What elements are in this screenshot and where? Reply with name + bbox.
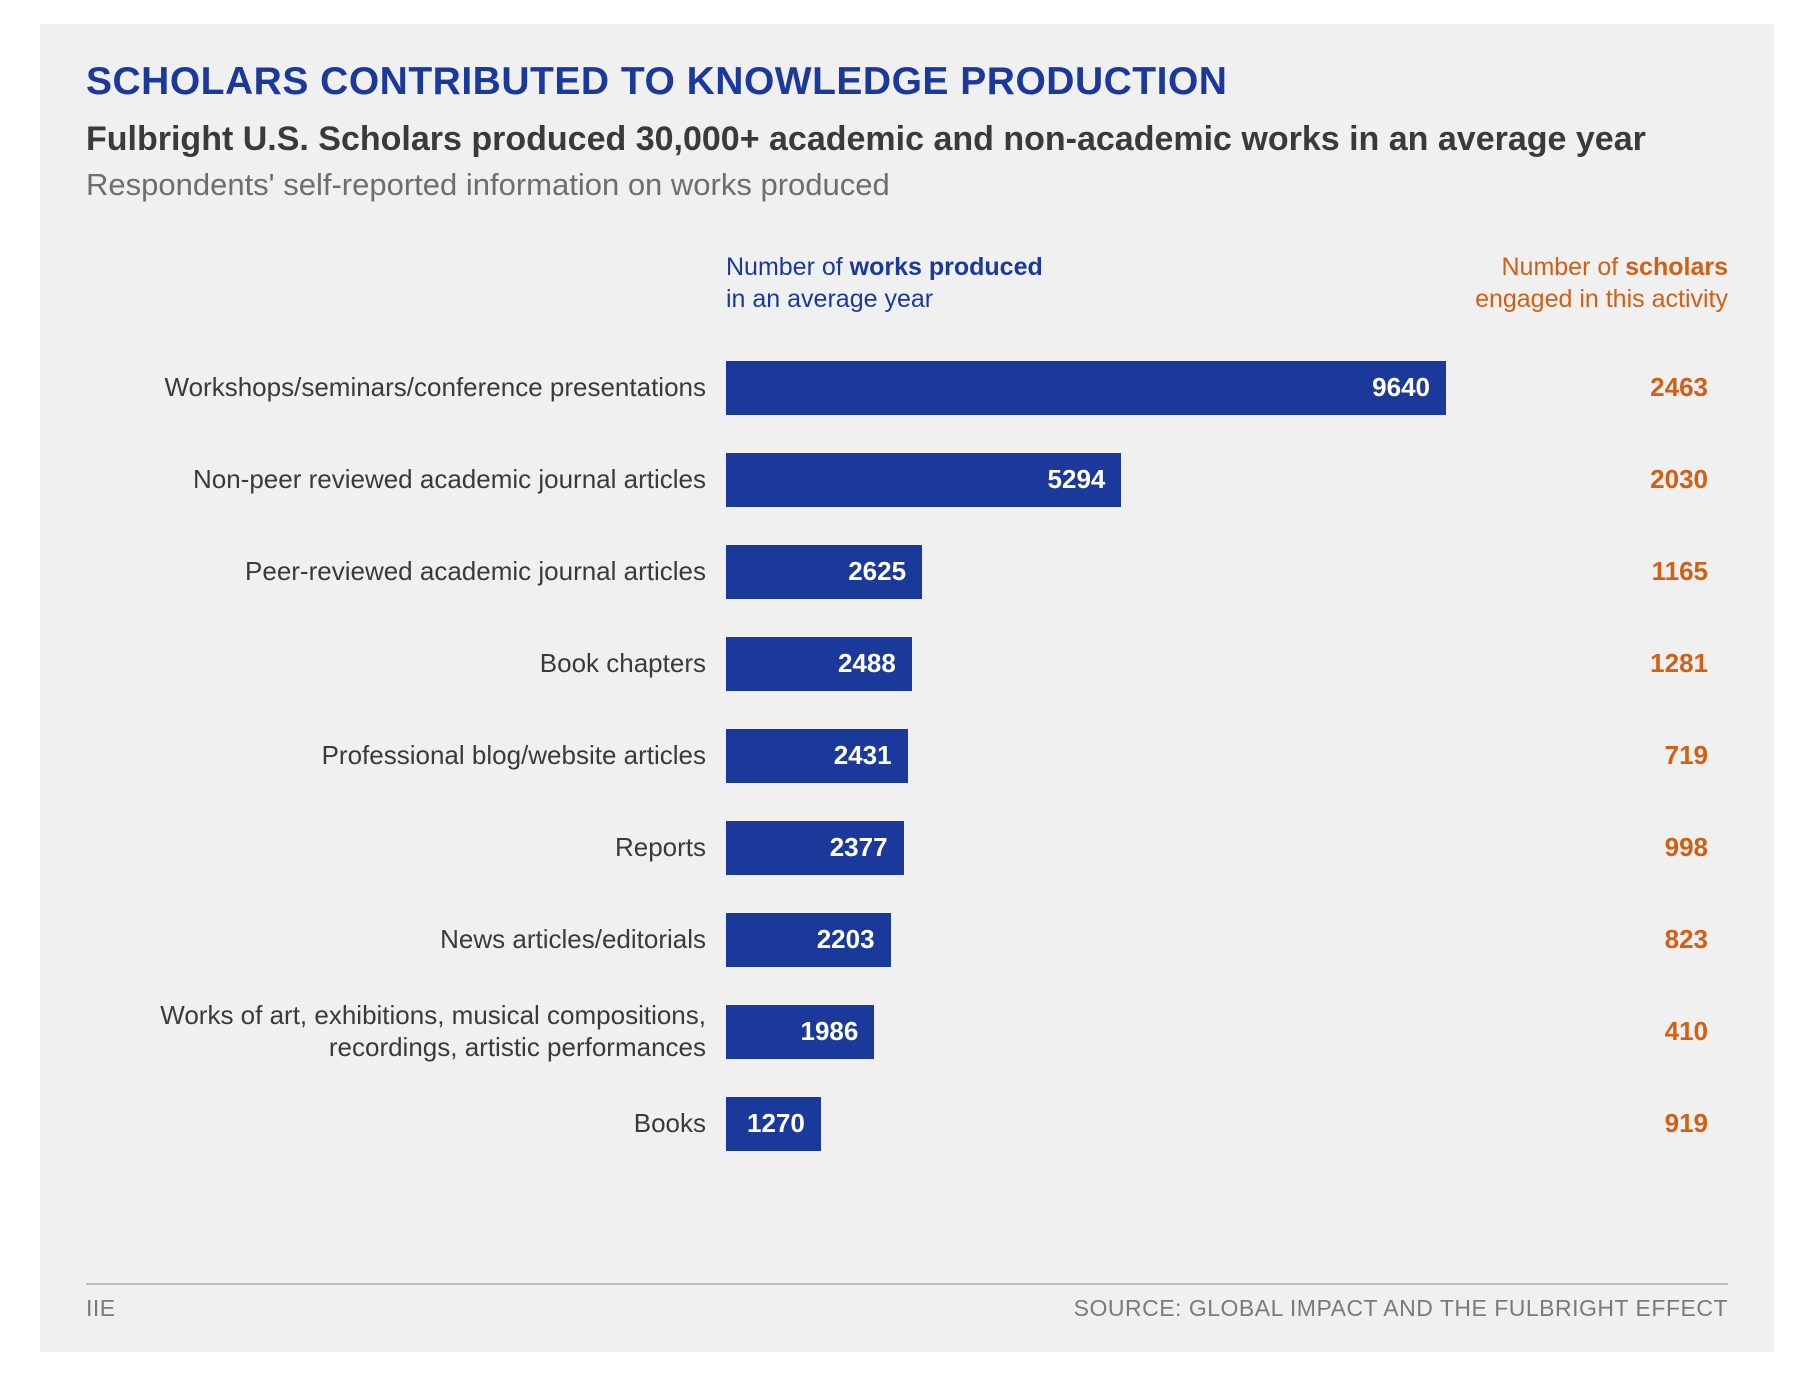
works-header-prefix: Number of	[726, 253, 850, 281]
row-label: Reports	[86, 832, 726, 863]
bar: 2431	[726, 729, 908, 783]
row-label: News articles/editorials	[86, 924, 726, 955]
chart-row: Book chapters 2488 1281	[86, 618, 1728, 710]
bar-value: 2488	[838, 648, 896, 679]
bar-value: 1270	[747, 1108, 805, 1139]
scholars-column-header: Number of scholars engaged in this activ…	[1446, 251, 1728, 316]
bar-area: 2488	[726, 637, 1446, 691]
footer-right: SOURCE: GLOBAL IMPACT AND THE FULBRIGHT …	[1074, 1295, 1728, 1322]
row-label: Professional blog/website articles	[86, 740, 726, 771]
bar-value: 2625	[848, 556, 906, 587]
bar: 2625	[726, 545, 922, 599]
chart-row: Books 1270 919	[86, 1078, 1728, 1170]
bar-value: 1986	[800, 1016, 858, 1047]
chart-row: Reports 2377 998	[86, 802, 1728, 894]
bar-area: 5294	[726, 453, 1446, 507]
scholars-value: 719	[1446, 740, 1728, 771]
row-label: Peer-reviewed academic journal articles	[86, 556, 726, 587]
scholars-header-bold: scholars	[1625, 253, 1728, 281]
column-headers: Number of works produced in an average y…	[86, 251, 1728, 316]
chart-row: Professional blog/website articles 2431 71…	[86, 710, 1728, 802]
chart-row: Non-peer reviewed academic journal artic…	[86, 434, 1728, 526]
bar-area: 1270	[726, 1097, 1446, 1151]
bar-value: 2203	[817, 924, 875, 955]
chart-subtitle: Fulbright U.S. Scholars produced 30,000+…	[86, 118, 1728, 161]
page: SCHOLARS CONTRIBUTED TO KNOWLEDGE PRODUC…	[0, 0, 1814, 1376]
bar: 9640	[726, 361, 1446, 415]
chart-row: Workshops/seminars/conference presentati…	[86, 342, 1728, 434]
footer-row: IIE SOURCE: GLOBAL IMPACT AND THE FULBRI…	[86, 1295, 1728, 1322]
bar: 2203	[726, 913, 891, 967]
bar: 5294	[726, 453, 1121, 507]
bar: 1270	[726, 1097, 821, 1151]
bar: 2488	[726, 637, 912, 691]
row-label: Workshops/seminars/conference presentati…	[86, 372, 726, 403]
row-label: Non-peer reviewed academic journal artic…	[86, 464, 726, 495]
chart-row: Peer-reviewed academic journal articles 2…	[86, 526, 1728, 618]
works-header-suffix: in an average year	[726, 285, 933, 313]
scholars-value: 410	[1446, 1016, 1728, 1047]
bar-area: 9640	[726, 361, 1446, 415]
bar-value: 9640	[1372, 372, 1430, 403]
bar-area: 2431	[726, 729, 1446, 783]
footer-rule	[86, 1283, 1728, 1285]
bar-area: 2203	[726, 913, 1446, 967]
infographic-panel: SCHOLARS CONTRIBUTED TO KNOWLEDGE PRODUC…	[40, 24, 1774, 1352]
bar-value: 2377	[830, 832, 888, 863]
works-header-bold: works produced	[850, 253, 1043, 281]
bar-value: 5294	[1048, 464, 1106, 495]
scholars-value: 823	[1446, 924, 1728, 955]
chart-body: Number of works produced in an average y…	[86, 251, 1728, 1170]
footer-left: IIE	[86, 1295, 116, 1322]
chart-row: Works of art, exhibitions, musical compo…	[86, 986, 1728, 1078]
scholars-value: 919	[1446, 1108, 1728, 1139]
scholars-header-suffix: engaged in this activity	[1475, 285, 1728, 313]
scholars-value: 2463	[1446, 372, 1728, 403]
chart-row: News articles/editorials 2203 823	[86, 894, 1728, 986]
bar: 2377	[726, 821, 904, 875]
bar-area: 2625	[726, 545, 1446, 599]
scholars-header-prefix: Number of	[1501, 253, 1625, 281]
bar: 1986	[726, 1005, 874, 1059]
works-column-header: Number of works produced in an average y…	[726, 251, 1446, 316]
chart-rows: Workshops/seminars/conference presentati…	[86, 342, 1728, 1170]
chart-title: SCHOLARS CONTRIBUTED TO KNOWLEDGE PRODUC…	[86, 60, 1728, 104]
scholars-value: 2030	[1446, 464, 1728, 495]
scholars-value: 1165	[1446, 556, 1728, 587]
chart-description: Respondents' self-reported information o…	[86, 167, 1728, 203]
row-label: Books	[86, 1108, 726, 1139]
scholars-value: 998	[1446, 832, 1728, 863]
chart-footer: IIE SOURCE: GLOBAL IMPACT AND THE FULBRI…	[86, 1283, 1728, 1322]
bar-area: 1986	[726, 1005, 1446, 1059]
row-label: Works of art, exhibitions, musical compo…	[86, 1000, 726, 1062]
scholars-value: 1281	[1446, 648, 1728, 679]
bar-value: 2431	[834, 740, 892, 771]
bar-area: 2377	[726, 821, 1446, 875]
row-label: Book chapters	[86, 648, 726, 679]
